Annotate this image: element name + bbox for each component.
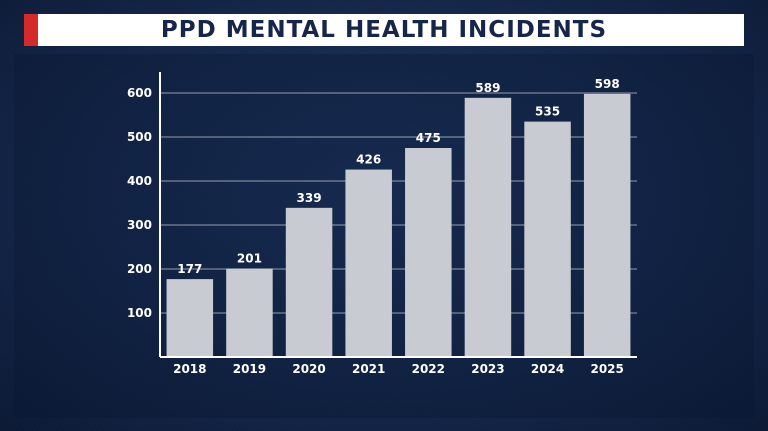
bar-2022	[405, 148, 452, 357]
x-tick-label: 2024	[531, 362, 564, 376]
chart-title: PPD MENTAL HEALTH INCIDENTS	[160, 17, 608, 43]
title-bar: PPD MENTAL HEALTH INCIDENTS	[24, 14, 744, 46]
data-label: 598	[595, 77, 620, 91]
bar-2021	[345, 169, 392, 357]
x-tick-label: 2025	[590, 362, 623, 376]
labels: 100 200 300 400 500 600 177 2018 201 2019 339 2020 4…	[127, 77, 624, 376]
bar-2024	[524, 121, 571, 357]
bars	[166, 93, 631, 357]
data-label: 589	[475, 81, 500, 95]
y-tick-label: 200	[127, 262, 152, 276]
x-tick-label: 2018	[173, 362, 206, 376]
title-accent-stripe	[24, 14, 38, 46]
y-tick-label: 500	[127, 130, 152, 144]
axes	[159, 72, 637, 358]
data-label: 535	[535, 105, 560, 119]
x-tick-label: 2019	[233, 362, 266, 376]
data-label: 177	[177, 262, 202, 276]
x-tick-label: 2022	[412, 362, 445, 376]
bar-2020	[285, 207, 333, 357]
bar-2023	[464, 97, 512, 357]
y-tick-label: 400	[127, 174, 152, 188]
y-tick-label: 100	[127, 306, 152, 320]
x-tick-label: 2020	[292, 362, 325, 376]
x-tick-label: 2021	[352, 362, 385, 376]
data-label: 426	[356, 153, 381, 167]
y-tick-label: 300	[127, 218, 152, 232]
bar-2019	[226, 268, 273, 357]
data-label: 201	[237, 252, 262, 266]
data-label: 339	[297, 191, 322, 205]
data-label: 475	[416, 131, 441, 145]
x-tick-label: 2023	[471, 362, 504, 376]
bar-2018	[166, 279, 214, 357]
y-tick-label: 600	[127, 86, 152, 100]
bar-2025	[583, 93, 631, 357]
